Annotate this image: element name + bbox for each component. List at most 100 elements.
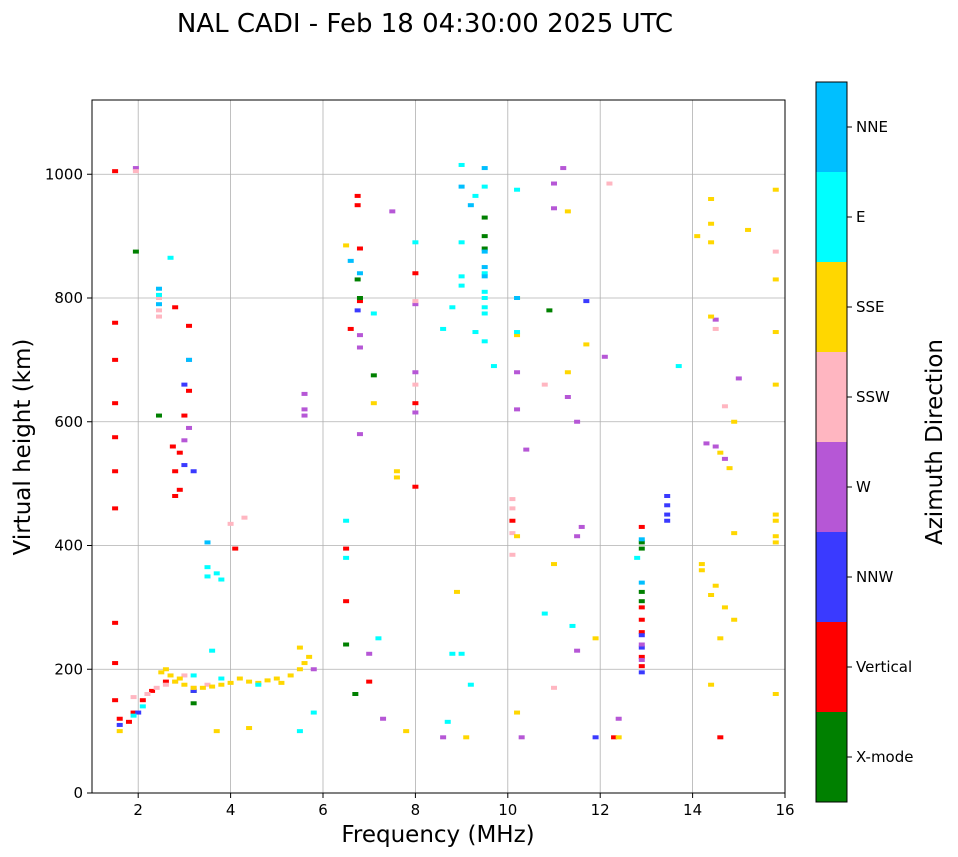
data-point xyxy=(745,227,752,232)
data-point xyxy=(190,673,197,678)
data-point xyxy=(458,651,465,656)
data-point xyxy=(343,555,350,560)
data-points xyxy=(112,162,779,740)
data-point xyxy=(440,326,447,331)
data-point xyxy=(181,413,188,418)
data-point xyxy=(458,283,465,288)
data-point xyxy=(481,289,488,294)
data-point xyxy=(509,506,516,511)
data-point xyxy=(112,469,119,474)
y-tick-label: 200 xyxy=(54,660,83,678)
series-vertical xyxy=(112,169,724,740)
data-point xyxy=(444,719,451,724)
data-point xyxy=(772,277,779,282)
data-point xyxy=(481,296,488,300)
data-point xyxy=(514,407,521,412)
colorbar-label-vertical: Vertical xyxy=(856,658,912,676)
data-point xyxy=(155,286,162,291)
data-point xyxy=(717,450,724,455)
data-point xyxy=(218,682,225,687)
data-point xyxy=(301,661,308,666)
data-point xyxy=(481,215,488,220)
data-point xyxy=(241,515,248,520)
data-point xyxy=(560,166,567,171)
data-point xyxy=(132,169,139,174)
data-point xyxy=(708,314,715,319)
data-point xyxy=(638,605,645,610)
data-point xyxy=(181,382,188,387)
data-point xyxy=(393,469,400,474)
data-point xyxy=(703,441,710,446)
data-point xyxy=(518,735,525,740)
data-point xyxy=(514,370,521,375)
data-point xyxy=(514,330,521,335)
data-point xyxy=(370,373,377,378)
data-point xyxy=(389,209,396,214)
data-point xyxy=(509,552,516,557)
data-point xyxy=(467,682,474,687)
data-point xyxy=(135,710,142,715)
data-point xyxy=(481,265,488,270)
x-tick-label: 2 xyxy=(133,801,143,819)
colorbar: X-mode Vertical NNW W SSW SSE E NNE xyxy=(815,81,913,803)
y-tick-label: 800 xyxy=(54,289,83,307)
data-point xyxy=(698,562,705,567)
series-w xyxy=(132,166,742,740)
data-point xyxy=(130,713,137,718)
data-point xyxy=(601,354,608,359)
data-point xyxy=(296,667,303,672)
data-point xyxy=(412,484,419,489)
plot-frame xyxy=(91,99,786,794)
data-point xyxy=(209,684,216,689)
data-point xyxy=(708,593,715,597)
data-point xyxy=(301,391,308,396)
data-point xyxy=(675,364,682,369)
data-point xyxy=(352,692,359,696)
data-point xyxy=(772,382,779,387)
data-point xyxy=(708,240,715,245)
series-nnw xyxy=(116,299,671,740)
data-point xyxy=(190,688,197,693)
colorbar-swatch-vertical xyxy=(816,622,847,712)
data-point xyxy=(551,206,557,211)
data-point xyxy=(287,673,294,678)
data-point xyxy=(721,404,728,409)
data-point xyxy=(356,246,363,251)
colorbar-swatch-ssw xyxy=(816,352,847,442)
data-point xyxy=(181,438,188,443)
data-point xyxy=(112,435,119,440)
data-point xyxy=(112,320,119,325)
data-point xyxy=(380,716,387,721)
colorbar-label-e: E xyxy=(856,208,865,226)
data-point xyxy=(514,710,521,715)
data-point xyxy=(481,305,488,310)
data-point xyxy=(186,357,193,362)
data-point xyxy=(638,642,645,647)
data-point xyxy=(181,682,188,687)
data-point xyxy=(638,524,645,529)
data-point xyxy=(721,456,728,461)
data-point xyxy=(772,512,779,517)
data-point xyxy=(310,710,317,715)
data-point xyxy=(574,648,581,653)
data-point xyxy=(354,308,361,313)
data-point xyxy=(412,240,419,245)
data-point xyxy=(638,630,645,635)
data-point xyxy=(162,682,169,687)
data-point xyxy=(772,692,779,696)
data-point xyxy=(343,546,350,551)
data-point xyxy=(181,673,188,678)
colorbar-swatch-w xyxy=(816,442,847,532)
data-point xyxy=(638,670,645,675)
data-point xyxy=(717,636,724,641)
data-point xyxy=(772,534,779,539)
data-point xyxy=(638,633,645,638)
colorbar-swatch-nne xyxy=(816,82,847,172)
data-point xyxy=(112,698,119,703)
data-point xyxy=(181,463,188,468)
data-point xyxy=(481,234,488,239)
colorbar-label-nne: NNE xyxy=(856,118,888,136)
data-point xyxy=(481,166,488,171)
data-point xyxy=(218,676,225,681)
data-point xyxy=(112,506,119,511)
